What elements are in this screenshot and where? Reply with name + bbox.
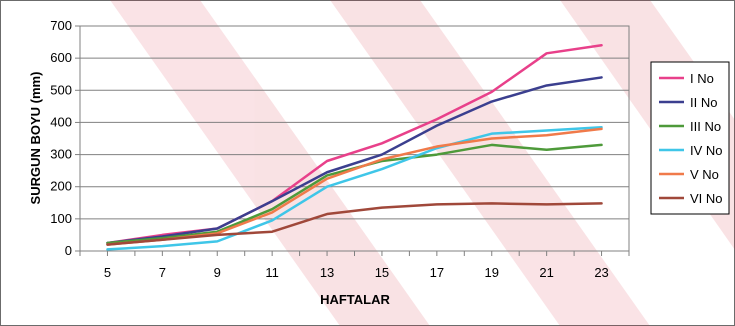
x-axis-ticks: 5 7 9 11 13 15 17 19 21 23 <box>79 251 630 280</box>
y-tick-label: 500 <box>50 82 72 97</box>
legend-label-1: I No <box>690 71 714 86</box>
x-tick-label: 23 <box>594 265 608 280</box>
series-line-2 <box>106 76 603 245</box>
x-tick-label: 13 <box>320 265 334 280</box>
series-line-6 <box>106 202 603 246</box>
legend: I No II No III No IV No V No VI No <box>659 71 723 206</box>
series-lines <box>106 44 603 251</box>
legend-label-4: IV No <box>690 143 723 158</box>
x-tick-label: 9 <box>214 265 221 280</box>
x-tick-label: 11 <box>265 265 279 280</box>
y-tick-label: 400 <box>50 114 72 129</box>
legend-label-6: VI No <box>690 191 723 206</box>
y-tick-label: 700 <box>50 18 72 33</box>
series-line-4 <box>106 126 603 251</box>
y-axis-ticks: 0 100 200 300 400 500 600 700 <box>50 18 80 258</box>
x-tick-label: 19 <box>485 265 499 280</box>
y-tick-label: 100 <box>50 211 72 226</box>
y-axis-title: SURGUN BOYU (mm) <box>28 72 43 205</box>
x-tick-label: 7 <box>159 265 166 280</box>
x-tick-label: 17 <box>430 265 444 280</box>
y-tick-label: 0 <box>65 243 72 258</box>
legend-label-5: V No <box>690 167 719 182</box>
legend-box <box>650 61 730 215</box>
x-tick-label: 21 <box>539 265 553 280</box>
watermark-stripes <box>110 0 735 326</box>
y-tick-label: 200 <box>50 179 72 194</box>
legend-label-2: II No <box>690 95 717 110</box>
x-axis-title: HAFTALAR <box>320 292 390 307</box>
legend-label-3: III No <box>690 119 721 134</box>
x-tick-label: 5 <box>104 265 111 280</box>
y-tick-label: 600 <box>50 50 72 65</box>
x-tick-label: 15 <box>375 265 389 280</box>
y-tick-label: 300 <box>50 147 72 162</box>
